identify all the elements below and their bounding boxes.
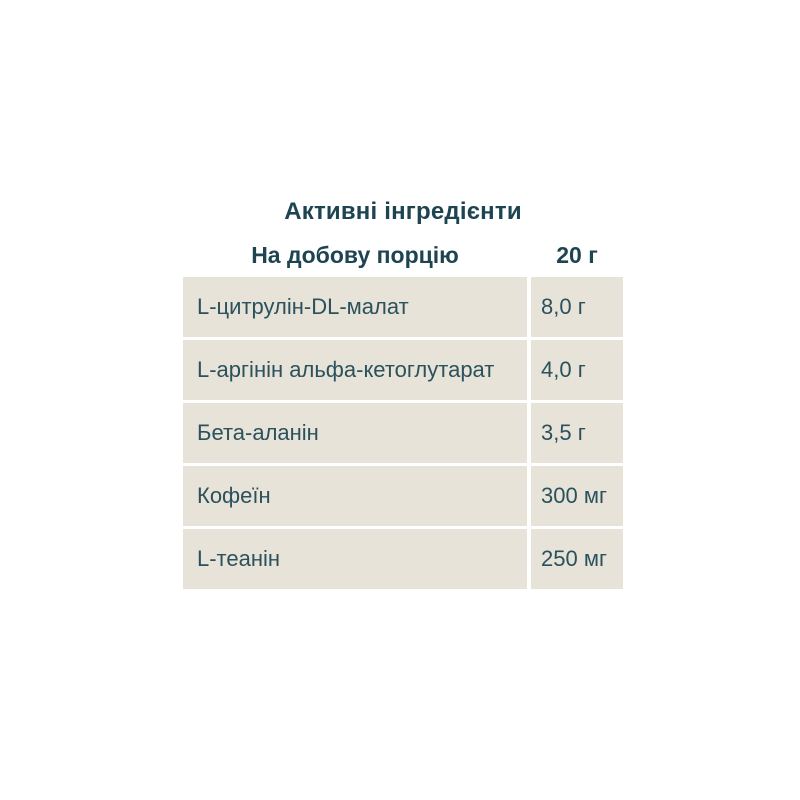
ingredient-amount: 250 мг [531, 529, 623, 589]
ingredient-amount: 4,0 г [531, 340, 623, 400]
table-row: Бета-аланін 3,5 г [183, 403, 623, 463]
table-row: L-теанін 250 мг [183, 529, 623, 589]
ingredient-name: L-аргінін альфа-кетоглутарат [183, 340, 527, 400]
active-ingredients-table: Активні інгредієнти На добову порцію 20 … [183, 197, 623, 589]
ingredient-amount: 300 мг [531, 466, 623, 526]
table-title: Активні інгредієнти [284, 198, 522, 225]
table-header-row: На добову порцію 20 г [183, 241, 623, 269]
header-serving-amount: 20 г [556, 242, 598, 268]
table-body: L-цитрулін-DL-малат 8,0 г L-аргінін альф… [183, 277, 623, 589]
table-row: L-аргінін альфа-кетоглутарат 4,0 г [183, 340, 623, 400]
ingredient-amount: 3,5 г [531, 403, 623, 463]
table-row: L-цитрулін-DL-малат 8,0 г [183, 277, 623, 337]
ingredient-name: L-цитрулін-DL-малат [183, 277, 527, 337]
ingredient-name: L-теанін [183, 529, 527, 589]
ingredient-amount: 8,0 г [531, 277, 623, 337]
ingredient-name: Кофеїн [183, 466, 527, 526]
ingredient-name: Бета-аланін [183, 403, 527, 463]
table-row: Кофеїн 300 мг [183, 466, 623, 526]
header-serving-label: На добову порцію [251, 242, 459, 268]
